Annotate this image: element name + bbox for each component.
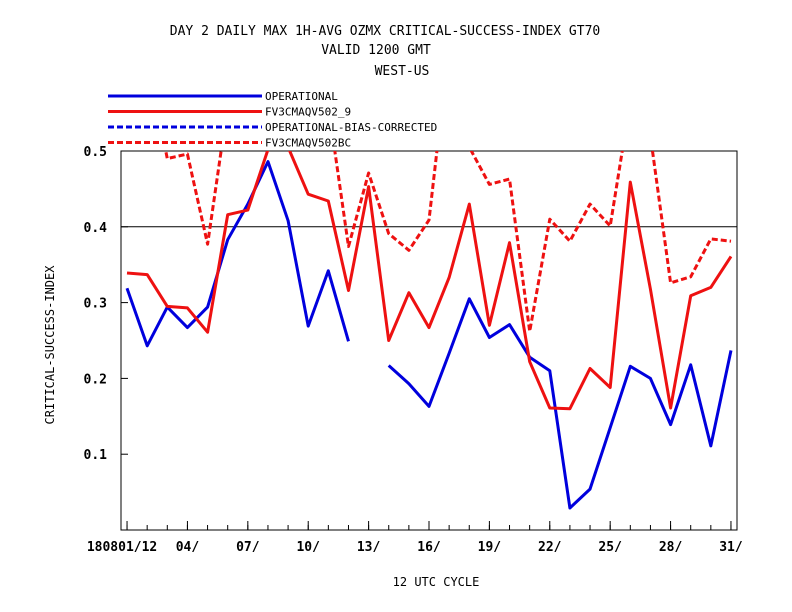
x-tick-label: 07/ bbox=[236, 540, 260, 555]
chart-legend: OPERATIONAL FV3CMAQV502_9 OPERATIONAL-BIAS… bbox=[108, 90, 437, 150]
series-line-operational bbox=[387, 297, 733, 510]
x-tick-label: 04/ bbox=[176, 540, 200, 555]
x-tick-label: 22/ bbox=[538, 540, 562, 555]
x-tick-label: 25/ bbox=[598, 540, 622, 555]
y-axis-label: CRITICAL-SUCCESS-INDEX bbox=[43, 265, 57, 425]
legend-label: OPERATIONAL bbox=[265, 90, 338, 103]
y-tick-label: 0.1 bbox=[84, 448, 108, 463]
x-tick-label: 180801/12 bbox=[87, 540, 157, 555]
series-line-fv3cmaqv502-9 bbox=[126, 151, 733, 411]
x-tick-label: 31/ bbox=[719, 540, 743, 555]
chart-title: DAY 2 DAILY MAX 1H-AVG OZMX CRITICAL-SUC… bbox=[170, 24, 600, 39]
chart-subtitle-valid: VALID 1200 GMT bbox=[321, 43, 431, 58]
y-tick-label: 0.5 bbox=[84, 145, 107, 160]
legend-label: FV3CMAQV502BC bbox=[265, 137, 351, 150]
chart-title-block: DAY 2 DAILY MAX 1H-AVG OZMX CRITICAL-SUC… bbox=[170, 24, 600, 79]
x-tick-label: 10/ bbox=[296, 540, 320, 555]
chart-subtitle-region: WEST-US bbox=[375, 64, 430, 79]
series-line-operational bbox=[125, 160, 350, 348]
y-tick-label: 0.4 bbox=[84, 221, 108, 236]
plot-area: 0.1 0.2 0.3 0.4 0.5 180801/12 04/07/10/13/16/1… bbox=[84, 145, 743, 555]
legend-label: FV3CMAQV502_9 bbox=[265, 106, 351, 119]
x-tick-label: 13/ bbox=[357, 540, 381, 555]
x-axis-label: 12 UTC CYCLE bbox=[393, 575, 480, 589]
y-tick-label: 0.2 bbox=[84, 372, 107, 387]
series-line-fv3cmaqv502bc bbox=[164, 151, 732, 333]
x-tick-label: 16/ bbox=[417, 540, 441, 555]
x-tick-label: 28/ bbox=[659, 540, 683, 555]
y-tick-label: 0.3 bbox=[84, 297, 107, 312]
x-tick-label: 19/ bbox=[478, 540, 502, 555]
legend-label: OPERATIONAL-BIAS-CORRECTED bbox=[265, 121, 437, 134]
series-lines bbox=[125, 151, 733, 510]
